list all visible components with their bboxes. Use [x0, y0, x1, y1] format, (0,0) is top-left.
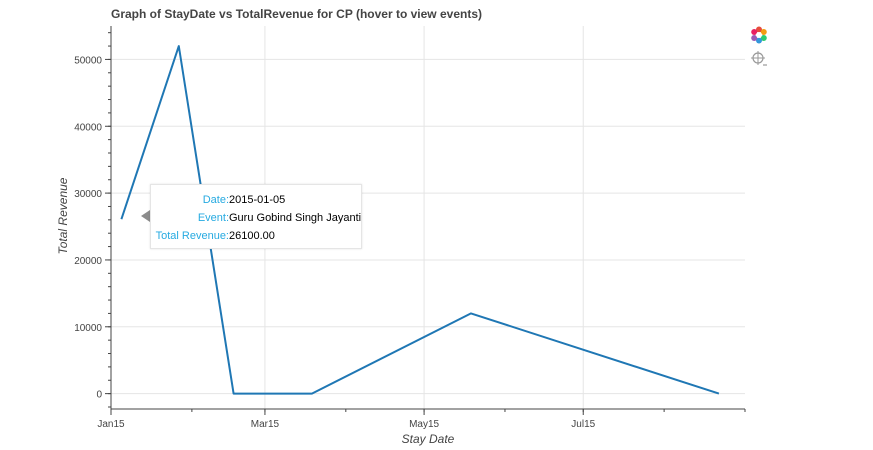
axis-layer: 0 10000 20000 30000 40000 50000 Jan15 Mar15 May1… — [74, 26, 746, 430]
series-layer — [120, 45, 720, 395]
tooltip-revenue-label: Total Revenue: — [155, 230, 229, 242]
chart-title: Graph of StayDate vs TotalRevenue for CP… — [111, 7, 482, 21]
x-tick-label: Jan15 — [97, 419, 125, 430]
bokeh-logo-icon[interactable] — [750, 26, 768, 44]
x-tick-label: Jul15 — [571, 419, 595, 430]
tooltip-event-label: Event: — [197, 212, 229, 224]
tooltip-row-revenue: Total Revenue: 26100.00 — [151, 228, 361, 244]
y-tick-label: 10000 — [74, 323, 102, 334]
y-tick-label: 50000 — [74, 55, 102, 66]
tooltip-row-date: Date: 2015-01-05 — [151, 192, 361, 208]
tooltip-arrow — [141, 210, 150, 222]
tooltip-row-event: Event: Guru Gobind Singh Jayanti — [151, 210, 361, 226]
tooltip-revenue-value: 26100.00 — [229, 230, 275, 242]
x-tick-label: Mar15 — [251, 419, 280, 430]
toolbar — [748, 26, 770, 74]
tooltip-date-label: Date: — [202, 194, 229, 206]
x-axis-label: Stay Date — [402, 432, 455, 446]
y-tick-label: 20000 — [74, 256, 102, 267]
y-tick-label: 0 — [96, 390, 102, 401]
y-tick-label: 30000 — [74, 189, 102, 200]
hover-tooltip: Date: 2015-01-05 Event: Guru Gobind Sing… — [150, 184, 362, 249]
y-axis-label: Total Revenue — [56, 177, 70, 254]
series-line-0 — [120, 45, 720, 395]
tooltip-date-value: 2015-01-05 — [229, 194, 286, 206]
crosshair-hover-icon[interactable] — [750, 50, 768, 68]
grid-layer — [110, 26, 745, 409]
tooltip-event-value: Guru Gobind Singh Jayanti — [229, 212, 362, 224]
y-tick-label: 40000 — [74, 122, 102, 133]
x-tick-label: May15 — [409, 419, 439, 430]
